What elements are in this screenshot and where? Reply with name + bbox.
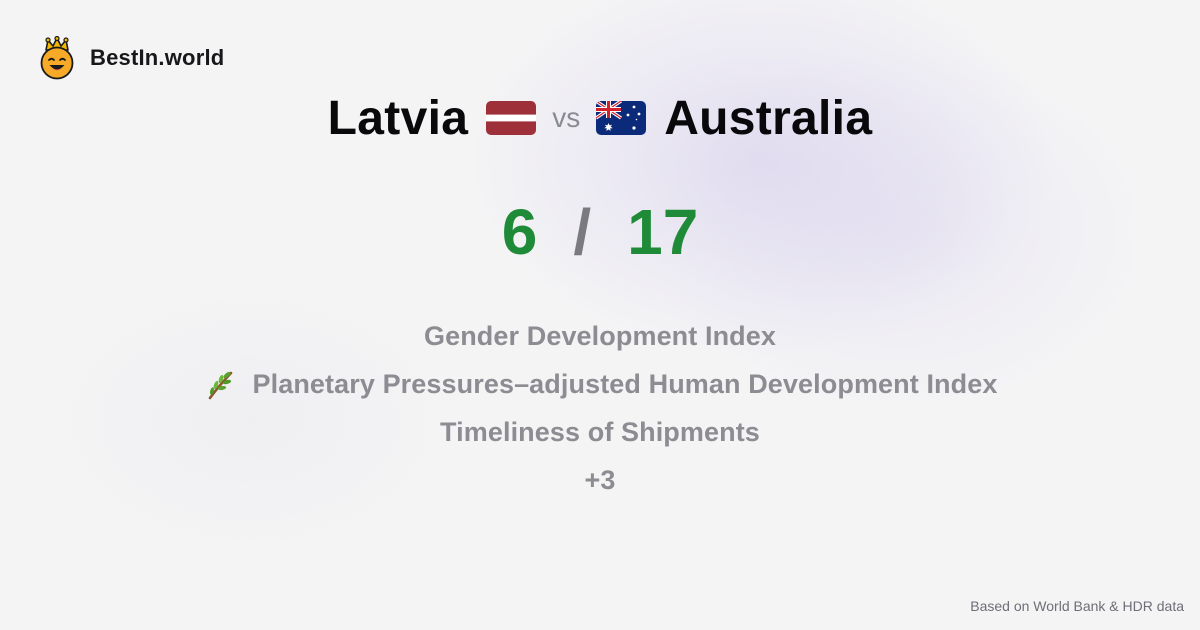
metric-label: Planetary Pressures–adjusted Human Devel… (252, 368, 998, 399)
metric-label: Gender Development Index (424, 320, 776, 351)
metrics-list: Gender Development Index Planetary Press… (0, 312, 1200, 504)
metric-item: Gender Development Index (424, 312, 776, 360)
score-left: 6 (501, 196, 538, 268)
vs-label: vs (552, 102, 581, 133)
data-source-note: Based on World Bank & HDR data (970, 598, 1184, 614)
comparison-title: Latvia vs Australia (0, 88, 1200, 148)
brand-logo-link[interactable]: BestIn.world (38, 36, 224, 80)
metric-item: Planetary Pressures–adjusted Human Devel… (203, 360, 998, 408)
country-left-name[interactable]: Latvia (327, 91, 469, 145)
leaf-branch-icon (208, 371, 232, 400)
metric-item: Timeliness of Shipments (440, 408, 760, 456)
latvia-flag-icon (486, 101, 537, 135)
metric-label: Timeliness of Shipments (440, 416, 760, 447)
brand-name: BestIn.world (90, 45, 225, 70)
country-right-name[interactable]: Australia (664, 91, 873, 145)
score-right: 17 (627, 196, 699, 268)
australia-flag-icon (596, 101, 647, 135)
metric-more-count[interactable]: +3 (585, 456, 616, 504)
metric-label: +3 (584, 464, 616, 495)
score-display: 6 / 17 (0, 192, 1200, 272)
score-separator: / (573, 196, 592, 268)
crowned-smiley-icon (40, 36, 74, 80)
